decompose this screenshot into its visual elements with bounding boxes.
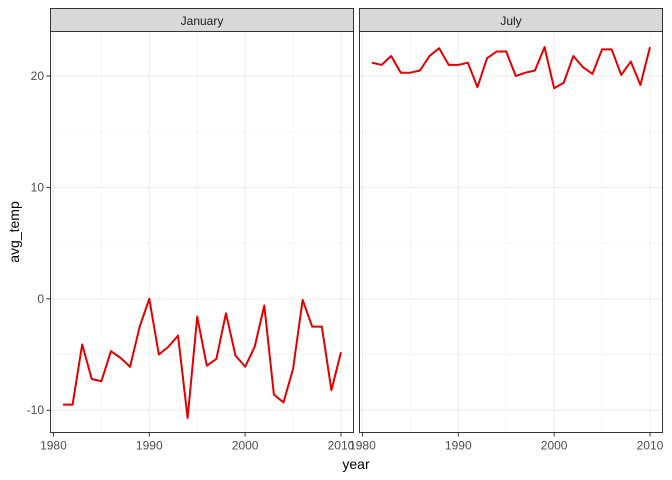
panel-border-july: [359, 31, 663, 433]
x-tick-label: 2000: [232, 439, 259, 453]
panel-series-january: [63, 297, 342, 420]
y-tick-label: -10: [27, 403, 45, 417]
x-tick-label: 2010: [637, 439, 664, 453]
x-tick-label: 2000: [541, 439, 568, 453]
y-tick-label: 20: [31, 69, 45, 83]
panel-border-january: [50, 31, 354, 433]
panel-grid-january: [50, 31, 354, 433]
x-tick-label: 1980: [349, 439, 376, 453]
y-axis-title: avg_temp: [6, 201, 22, 263]
x-tick-label: 1990: [445, 439, 472, 453]
facet-label-january: January: [181, 14, 224, 28]
x-tick-label: 1990: [136, 439, 163, 453]
series-line-july: [371, 46, 651, 90]
x-tick-label: 2010: [328, 439, 355, 453]
panel-grid-july: [359, 31, 663, 433]
panel-series-july: [371, 46, 651, 90]
y-axis: -10 0 10 20: [27, 69, 51, 417]
x-axis-january: 1980 1990 2000 2010: [40, 432, 355, 453]
x-axis-title: year: [342, 456, 370, 472]
x-tick-label: 1980: [40, 439, 67, 453]
series-line-january: [63, 297, 342, 420]
y-tick-label: 10: [31, 180, 45, 194]
y-tick-label: 0: [37, 292, 44, 306]
x-axis-july: 1980 1990 2000 2010: [349, 432, 664, 453]
facet-january: January 1980 1990 2000 2010: [40, 8, 355, 453]
facet-label-july: July: [500, 14, 521, 28]
facet-july: July 1980 1990 2000 2010: [349, 8, 664, 453]
